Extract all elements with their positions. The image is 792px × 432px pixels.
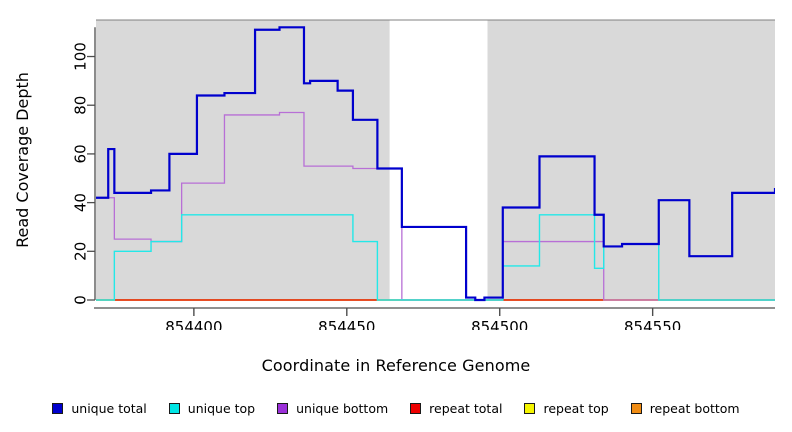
legend-label: unique bottom	[296, 400, 389, 416]
legend-item-repeat-total: repeat total	[410, 401, 502, 416]
x-axis-title: Coordinate in Reference Genome	[261, 356, 531, 375]
legend-label: unique total	[71, 400, 147, 416]
series-line-unique-total	[96, 26, 777, 302]
y-axis-title: Read Coverage Depth	[13, 72, 32, 248]
legend-swatch-icon	[630, 402, 642, 414]
legend-item-repeat-top: repeat top	[524, 400, 609, 416]
left-margin-mask	[0, 18, 96, 302]
x-tick-label: 854550	[624, 318, 681, 330]
y-tick-label: 80	[72, 96, 90, 115]
series-line-unique-top	[96, 214, 775, 301]
y-tick-label: 40	[72, 193, 90, 212]
y-tick-label: 0	[72, 295, 90, 305]
coverage-gap-region	[389, 20, 488, 300]
legend-label: repeat top	[543, 400, 609, 416]
series-line-unique-bottom	[96, 111, 775, 301]
legend-swatch-icon	[410, 402, 422, 414]
legend-label: unique top	[187, 400, 256, 416]
chart-legend: unique total unique top unique bottom repea…	[0, 397, 792, 419]
x-tick-label: 854450	[318, 318, 375, 330]
legend-swatch-icon	[168, 402, 180, 414]
legend-swatch-icon	[52, 402, 64, 414]
coverage-plot-svg: 0 20 40 60 80 100 Read Coverage Depth 854400 854…	[0, 18, 792, 330]
y-tick-label: 60	[72, 144, 90, 163]
y-tick-label: 100	[72, 42, 90, 71]
legend-item-unique-total: unique total	[52, 400, 147, 416]
legend-swatch-icon	[524, 402, 536, 414]
legend-swatch-icon	[277, 402, 289, 414]
x-tick-label: 854400	[165, 318, 222, 330]
legend-item-unique-top: unique top	[168, 400, 256, 416]
legend-label: repeat bottom	[649, 400, 740, 416]
legend-item-unique-bottom: unique bottom	[277, 401, 388, 416]
legend-item-repeat-bottom: repeat bottom	[630, 400, 740, 416]
x-tick-label: 854500	[471, 318, 528, 330]
right-margin-mask	[775, 18, 792, 302]
plot-area: 0 20 40 60 80 100 Read Coverage Depth 854400 854…	[0, 18, 792, 330]
y-tick-label: 20	[72, 242, 90, 261]
legend-label: repeat total	[429, 400, 503, 416]
